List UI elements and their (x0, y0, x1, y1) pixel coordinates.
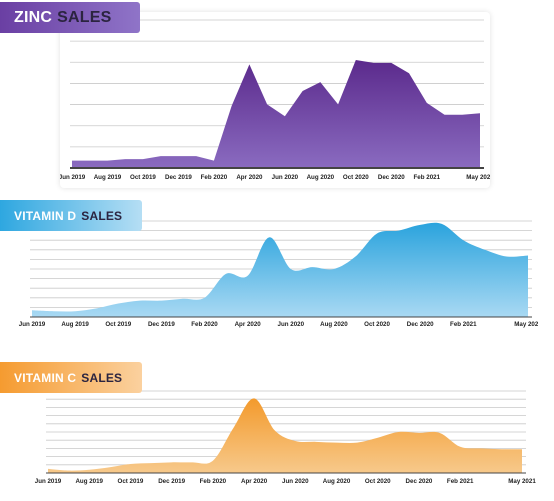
x-tick-label: Feb 2021 (450, 321, 477, 328)
x-tick-label: Oct 2019 (105, 321, 131, 328)
x-tick-label: Feb 2020 (200, 478, 227, 485)
x-tick-label: Feb 2021 (414, 174, 441, 181)
x-tick-label: Jun 2019 (19, 321, 46, 328)
x-tick-label: Dec 2020 (407, 321, 434, 328)
x-tick-label: Dec 2020 (378, 174, 405, 181)
x-tick-label: May 2021 (514, 321, 538, 328)
x-tick-label: Aug 2019 (61, 321, 89, 328)
vitamin-d-title-sales: SALES (81, 208, 123, 223)
x-tick-label: Dec 2019 (165, 174, 192, 181)
x-tick-label: Aug 2019 (75, 478, 103, 485)
zinc-title-main: ZINC (14, 8, 53, 26)
x-tick-label: Jun 2020 (282, 478, 309, 485)
x-tick-label: Jun 2020 (272, 174, 299, 181)
x-tick-label: Feb 2020 (201, 174, 228, 181)
x-tick-label: Apr 2020 (236, 174, 263, 181)
x-tick-label: Jun 2019 (60, 174, 86, 181)
x-tick-label: Dec 2019 (158, 478, 185, 485)
vitamin-d-area-chart: Jun 2019 Aug 2019 Oct 2019 Dec 2019 Feb 2020… (19, 220, 538, 328)
series-area (72, 59, 480, 168)
x-tick-label: Jun 2020 (278, 321, 305, 328)
x-tick-label: Oct 2020 (365, 478, 391, 485)
x-tick-label: Oct 2020 (364, 321, 390, 328)
x-tick-label: Oct 2019 (118, 478, 144, 485)
vitamin-c-title-sales: SALES (81, 370, 123, 385)
x-tick-label: Aug 2019 (94, 174, 122, 181)
x-tick-label: Aug 2020 (323, 478, 351, 485)
x-tick-label: Oct 2019 (130, 174, 156, 181)
zinc-title-banner: ZINC SALES (0, 2, 140, 33)
zinc-area-chart: Jun 2019 Aug 2019 Oct 2019 Dec 2019 Feb 2020… (60, 19, 490, 181)
x-tick-label: Apr 2020 (235, 321, 262, 328)
x-tick-label: Aug 2020 (307, 174, 335, 181)
vitamin-c-title-banner: VITAMIN C SALES (0, 362, 142, 393)
vitamin-c-area-chart: Jun 2019 Aug 2019 Oct 2019 Dec 2019 Feb 2020… (35, 390, 536, 485)
x-tick-label: Jun 2019 (35, 478, 62, 485)
series-area (32, 222, 528, 317)
zinc-title-sales: SALES (57, 8, 112, 26)
series-area (48, 398, 522, 473)
x-tick-label: Aug 2020 (320, 321, 348, 328)
x-tick-label: Dec 2020 (406, 478, 433, 485)
x-tick-label: May 2021 (508, 478, 536, 485)
x-tick-label: May 2021 (466, 174, 490, 181)
x-tick-label: Dec 2019 (148, 321, 175, 328)
x-tick-label: Feb 2021 (447, 478, 474, 485)
x-tick-label: Apr 2020 (241, 478, 268, 485)
x-tick-label: Oct 2020 (343, 174, 369, 181)
vitamin-c-title-main: VITAMIN C (14, 370, 77, 385)
vitamin-d-title-banner: VITAMIN D SALES (0, 200, 142, 231)
x-tick-label: Feb 2020 (191, 321, 218, 328)
vitamin-d-title-main: VITAMIN D (14, 208, 77, 223)
